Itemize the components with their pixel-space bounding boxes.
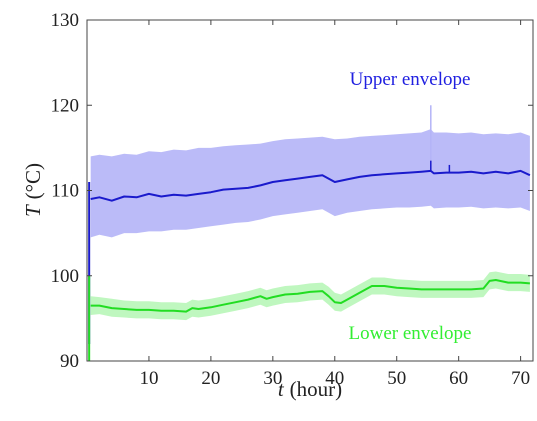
y-axis-ticks: 90 100 110 120 130: [51, 10, 533, 372]
x-tick-label: 50: [387, 368, 406, 389]
x-tick-label: 40: [325, 368, 344, 389]
upper-envelope-line: [90, 169, 531, 202]
x-tick-label: 20: [201, 368, 220, 389]
upper-envelope-band: [90, 129, 530, 238]
y-tick-label: 120: [51, 95, 80, 116]
y-axis-label: T (°C): [21, 163, 45, 217]
y-tick-label: 100: [51, 266, 80, 287]
plot-area: [88, 105, 531, 361]
y-axis-unit: (°C): [21, 163, 45, 199]
y-tick-label: 110: [51, 181, 79, 202]
x-axis-variable: t: [278, 377, 285, 401]
x-axis-ticks: 10 20 30 40 50 60 70: [139, 20, 530, 389]
x-tick-label: 70: [511, 368, 530, 389]
x-axis-label: t (hour): [278, 377, 342, 401]
lower-envelope-line: [90, 279, 530, 313]
x-tick-label: 60: [449, 368, 468, 389]
envelope-lines: [88, 160, 531, 361]
y-tick-label: 130: [51, 10, 80, 31]
upper-envelope-annotation: Upper envelope: [350, 69, 471, 90]
y-tick-label: 90: [60, 351, 79, 372]
y-axis-variable: T: [21, 204, 45, 217]
x-tick-label: 30: [263, 368, 282, 389]
lower-envelope-annotation: Lower envelope: [349, 323, 472, 344]
x-axis-unit: (hour): [290, 377, 342, 401]
x-tick-label: 10: [139, 368, 158, 389]
